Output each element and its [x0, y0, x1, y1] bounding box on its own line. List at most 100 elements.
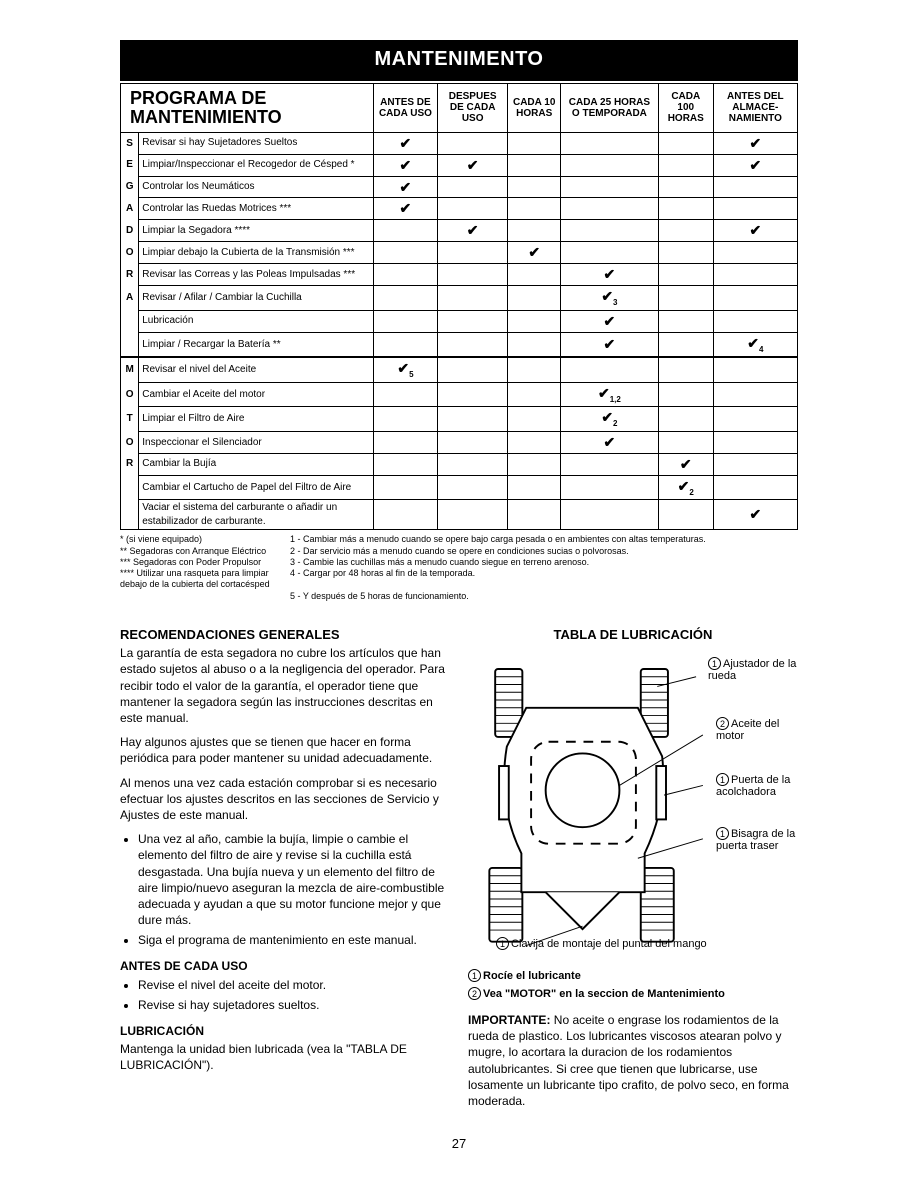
fn-r1: 2 - Dar servicio más a menudo cuando se … [290, 546, 798, 557]
col-head-2: CADA 10 HORAS [508, 84, 560, 133]
check-cell [713, 198, 797, 220]
important-text: No aceite o engrase los rodamientos de l… [468, 1013, 789, 1108]
check-cell [713, 382, 797, 407]
check-cell [713, 310, 797, 332]
check-cell [658, 500, 713, 530]
check-cell [560, 357, 658, 382]
check-cell [437, 407, 508, 432]
check-cell [658, 220, 713, 242]
side-letter: A [121, 198, 139, 220]
check-cell: ✔ [374, 154, 438, 176]
check-cell [437, 310, 508, 332]
side-letter [121, 332, 139, 357]
fn-r2: 3 - Cambie las cuchillas más a menudo cu… [290, 557, 798, 568]
check-cell [658, 382, 713, 407]
label-4: 1Bisagra de la puerta traser [716, 827, 798, 852]
check-cell [374, 220, 438, 242]
check-cell: ✔ [508, 242, 560, 264]
check-cell [374, 286, 438, 311]
col-head-5: ANTES DEL ALMACE-NAMIENTO [713, 84, 797, 133]
check-cell: ✔2 [560, 407, 658, 432]
task-cell: Controlar los Neumáticos [139, 176, 374, 198]
side-letter: D [121, 220, 139, 242]
page-number: 27 [120, 1135, 798, 1153]
legend-2: Vea "MOTOR" en la seccion de Mantenimien… [483, 988, 725, 1000]
table-title-1: PROGRAMA DE [130, 88, 266, 108]
check-cell [508, 176, 560, 198]
fn-l1: ** Segadoras con Arranque Eléctrico [120, 546, 290, 557]
task-cell: Cambiar el Aceite del motor [139, 382, 374, 407]
h-antes: ANTES DE CADA USO [120, 958, 450, 974]
check-cell [713, 286, 797, 311]
check-cell: ✔ [560, 431, 658, 453]
label-1: 1Ajustador de la rueda [708, 657, 798, 682]
side-letter: T [121, 407, 139, 432]
check-cell [374, 453, 438, 475]
h-tabla-lub: TABLA DE LUBRICACIÓN [468, 626, 798, 644]
check-cell: ✔ [437, 154, 508, 176]
check-cell [713, 176, 797, 198]
check-cell [508, 132, 560, 154]
check-cell: ✔ [713, 500, 797, 530]
task-cell: Limpiar/Inspeccionar el Recogedor de Cés… [139, 154, 374, 176]
check-cell [374, 407, 438, 432]
check-cell [374, 264, 438, 286]
check-cell [374, 242, 438, 264]
check-cell [560, 198, 658, 220]
side-letter [121, 475, 139, 500]
check-cell [508, 357, 560, 382]
side-letter: M [121, 357, 139, 382]
check-cell [560, 220, 658, 242]
check-cell [658, 310, 713, 332]
check-cell [374, 382, 438, 407]
check-cell: ✔ [713, 154, 797, 176]
task-cell: Cambiar la Bujía [139, 453, 374, 475]
check-cell: ✔5 [374, 357, 438, 382]
reco-p2: Hay algunos ajustes que se tienen que ha… [120, 734, 450, 766]
check-cell [560, 242, 658, 264]
check-cell: ✔2 [658, 475, 713, 500]
task-cell: Lubricación [139, 310, 374, 332]
check-cell [658, 431, 713, 453]
check-cell [508, 475, 560, 500]
check-cell [374, 475, 438, 500]
check-cell [658, 198, 713, 220]
lub-p: Mantenga la unidad bien lubricada (vea l… [120, 1041, 450, 1073]
side-letter: R [121, 453, 139, 475]
check-cell [508, 220, 560, 242]
check-cell: ✔ [374, 198, 438, 220]
check-cell [713, 264, 797, 286]
table-title-2: MANTENIMIENTO [130, 107, 282, 127]
check-cell: ✔ [374, 132, 438, 154]
check-cell [437, 453, 508, 475]
check-cell [437, 475, 508, 500]
check-cell [508, 453, 560, 475]
side-letter: G [121, 176, 139, 198]
check-cell [658, 176, 713, 198]
check-cell [508, 500, 560, 530]
side-letter: R [121, 264, 139, 286]
table-title-cell: PROGRAMA DE MANTENIMIENTO [121, 84, 374, 133]
check-cell [560, 475, 658, 500]
check-cell: ✔ [560, 310, 658, 332]
check-cell [374, 431, 438, 453]
legend-1: Rocíe el lubricante [483, 970, 581, 982]
check-cell [658, 242, 713, 264]
check-cell [560, 132, 658, 154]
fn-l0: * (si viene equipado) [120, 534, 290, 545]
check-cell [560, 453, 658, 475]
check-cell [658, 286, 713, 311]
check-cell [508, 407, 560, 432]
check-cell [508, 382, 560, 407]
check-cell: ✔ [713, 132, 797, 154]
check-cell [508, 286, 560, 311]
reco-p1: La garantía de esta segadora no cubre lo… [120, 645, 450, 726]
task-cell: Limpiar / Recargar la Batería ** [139, 332, 374, 357]
check-cell [437, 431, 508, 453]
check-cell: ✔ [713, 220, 797, 242]
check-cell [437, 264, 508, 286]
check-cell [508, 264, 560, 286]
task-cell: Limpiar la Segadora **** [139, 220, 374, 242]
diagram-legend: 1Rocíe el lubricante 2Vea "MOTOR" en la … [468, 969, 798, 1002]
check-cell: ✔ [560, 332, 658, 357]
